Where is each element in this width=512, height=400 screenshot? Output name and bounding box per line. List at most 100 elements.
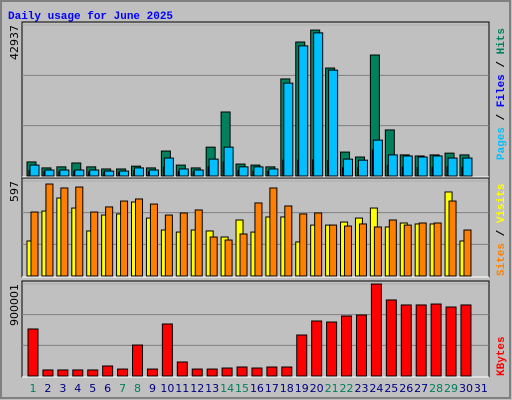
legend-separator: /	[496, 223, 508, 243]
bar	[385, 299, 397, 377]
x-tick-label: 27	[414, 382, 428, 395]
bar	[283, 82, 294, 177]
bar	[193, 169, 204, 177]
x-tick-label: 4	[74, 382, 81, 395]
legend-separator: /	[496, 107, 508, 127]
bar	[298, 45, 309, 177]
x-tick-label: 13	[205, 382, 219, 395]
bar	[30, 211, 39, 277]
x-tick-label: 5	[89, 382, 96, 395]
bar	[236, 366, 248, 377]
bar	[387, 154, 398, 177]
bar	[341, 315, 353, 377]
bar	[432, 155, 443, 177]
x-tick-label: 23	[354, 382, 368, 395]
bar	[415, 304, 427, 377]
bar	[355, 314, 367, 377]
bar	[134, 167, 145, 177]
x-tick-label: 25	[384, 382, 398, 395]
y-tick-label: 900001	[8, 284, 21, 326]
bar	[328, 69, 339, 177]
bar	[224, 239, 233, 277]
bar	[223, 146, 234, 177]
x-tick-label: 24	[369, 382, 383, 395]
bar	[179, 212, 188, 277]
bar	[460, 304, 472, 377]
bar	[60, 187, 69, 277]
bar	[74, 169, 85, 177]
legend: Pages / Files / Hits	[496, 28, 508, 160]
x-tick-label: 8	[134, 382, 141, 395]
bar	[44, 169, 55, 177]
bar	[191, 368, 203, 377]
bar	[326, 321, 338, 377]
bar	[164, 214, 173, 277]
bar	[269, 187, 278, 277]
bar	[358, 223, 367, 277]
x-tick-label: 12	[190, 382, 204, 395]
bar	[117, 368, 129, 377]
chart-title: Daily usage for June 2025	[8, 11, 173, 23]
bar	[102, 365, 114, 377]
bar	[403, 224, 412, 277]
bar	[163, 157, 174, 177]
bar	[89, 169, 100, 177]
x-tick-label: 26	[399, 382, 413, 395]
bar	[87, 369, 99, 377]
x-tick-label: 28	[429, 382, 443, 395]
bar	[281, 366, 293, 377]
bar	[284, 205, 293, 277]
legend-separator: /	[496, 54, 508, 74]
x-tick-label: 17	[265, 382, 279, 395]
bar	[90, 211, 99, 277]
x-tick-label: 16	[250, 382, 264, 395]
x-tick-label: 6	[104, 382, 111, 395]
y-tick-label: 42937	[8, 25, 21, 60]
bar	[402, 155, 413, 177]
bar	[119, 170, 130, 177]
bar	[388, 219, 397, 277]
bar	[148, 169, 159, 177]
x-tick-label: 19	[295, 382, 309, 395]
x-tick-label: 21	[325, 382, 339, 395]
x-tick-label: 18	[280, 382, 294, 395]
x-tick-label: 11	[175, 382, 189, 395]
x-tick-label: 9	[149, 382, 156, 395]
bar	[357, 159, 368, 177]
x-tick-label: 3	[59, 382, 66, 395]
bar	[135, 198, 144, 277]
bar	[373, 226, 382, 277]
bar	[57, 369, 69, 377]
legend-entry: Hits	[496, 28, 508, 54]
bar	[268, 168, 279, 177]
bar	[418, 222, 427, 277]
bar	[343, 158, 354, 177]
bar	[42, 369, 54, 377]
bar	[149, 203, 158, 277]
bar	[208, 158, 219, 177]
x-tick-label: 14	[220, 382, 234, 395]
legend-entry: Files	[496, 74, 508, 107]
bar	[329, 224, 338, 277]
bar	[176, 361, 188, 377]
x-tick-label: 30	[459, 382, 473, 395]
bar	[29, 164, 40, 177]
bar	[221, 367, 233, 377]
bar	[105, 206, 114, 277]
bar	[238, 166, 249, 177]
bar	[417, 156, 428, 177]
bar	[75, 186, 84, 277]
bar	[120, 200, 129, 277]
bar	[313, 32, 324, 177]
y-tick-label: 597	[8, 181, 21, 202]
x-tick-label: 15	[235, 382, 249, 395]
bar	[447, 157, 458, 177]
bar	[311, 320, 323, 377]
x-tick-label: 1	[30, 382, 37, 395]
bar	[254, 202, 263, 277]
legend: Sites / Visits	[496, 184, 508, 276]
bar	[296, 334, 308, 377]
